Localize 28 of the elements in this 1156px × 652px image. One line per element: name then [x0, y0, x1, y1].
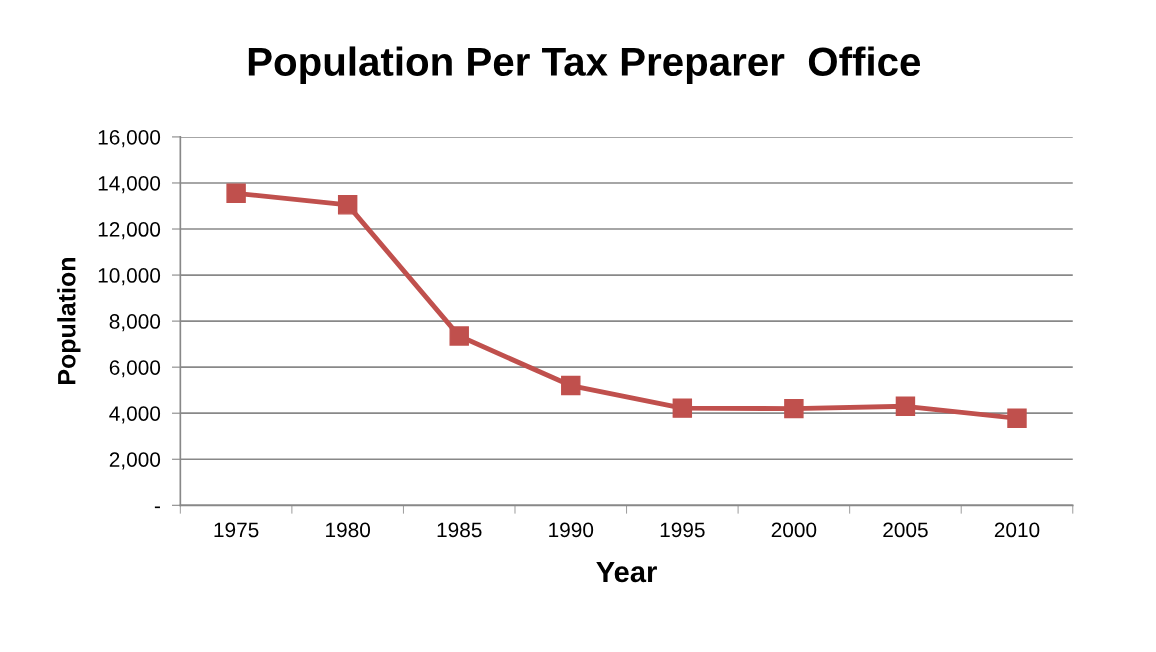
- y-tick-label: 10,000: [98, 268, 161, 286]
- point: [672, 398, 693, 418]
- x-tick-label: 2010: [994, 522, 1040, 538]
- x-tick-label: 1995: [660, 522, 705, 538]
- x-tick-label: 2000: [771, 522, 817, 538]
- y-tick-label: 14,000: [98, 175, 161, 194]
- x-tick-label: 1990: [549, 522, 594, 538]
- chart-title: Population Per Tax Preparer Office: [248, 46, 921, 84]
- y-tick-label: 16,000: [98, 129, 161, 148]
- point: [784, 398, 804, 419]
- point: [561, 375, 581, 396]
- x-tick-label: 1975: [214, 522, 259, 538]
- point: [337, 195, 358, 215]
- y-axis-title: Population: [57, 258, 81, 385]
- x-tick-label: 2005: [883, 522, 928, 538]
- y-tick-label: 4,000: [109, 406, 161, 424]
- y-tick-label: 8,000: [109, 314, 161, 332]
- point: [895, 396, 916, 417]
- y-tick-label: -: [154, 506, 160, 509]
- point: [449, 326, 469, 346]
- y-tick-label: 2,000: [109, 452, 161, 470]
- y-tick-label: 6,000: [109, 360, 161, 378]
- x-axis-title: Year: [596, 561, 657, 583]
- point: [226, 183, 246, 204]
- y-tick-label: 12,000: [98, 222, 161, 240]
- x-tick-label: 1980: [326, 522, 371, 538]
- x-tick-label: 1985: [437, 522, 482, 538]
- point: [1007, 408, 1027, 428]
